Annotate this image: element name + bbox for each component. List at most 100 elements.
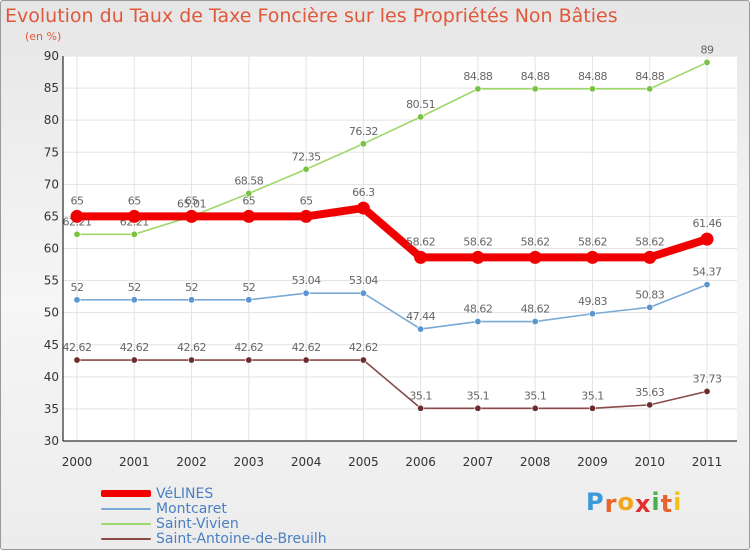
data-label: 35.1 <box>409 389 432 402</box>
data-label: 47.44 <box>406 310 435 323</box>
data-label: 49.83 <box>578 295 607 308</box>
legend-item: Montcaret <box>101 501 361 517</box>
data-point <box>474 404 482 412</box>
series-montcaret: 52 52 52 52 53.04 53.04 47.44 48.62 48.62 49.83 50… <box>71 266 722 333</box>
data-point <box>188 296 196 304</box>
data-label: 65.01 <box>177 197 206 210</box>
x-tick-label: 2006 <box>405 455 436 469</box>
data-point <box>356 201 370 215</box>
data-point <box>474 318 482 326</box>
series-line <box>76 283 708 330</box>
y-tick-label: 75 <box>44 145 59 159</box>
y-tick-label: 55 <box>44 274 59 288</box>
data-point <box>700 232 714 246</box>
series-line <box>76 359 708 410</box>
data-point <box>585 250 599 264</box>
data-point <box>130 296 138 304</box>
data-label: 72.35 <box>292 150 321 163</box>
data-label: 35.1 <box>581 389 604 402</box>
chart-title: Evolution du Taux de Taxe Foncière sur l… <box>5 5 618 27</box>
data-point <box>188 356 196 364</box>
data-label: 42.62 <box>292 341 321 354</box>
data-label: 61.46 <box>693 217 722 230</box>
data-point <box>73 230 81 238</box>
data-label: 42.62 <box>349 341 378 354</box>
data-point <box>359 140 367 148</box>
x-tick-label: 2009 <box>577 455 608 469</box>
data-point <box>302 165 310 173</box>
data-point <box>70 209 84 223</box>
data-point <box>417 404 425 412</box>
data-label: 58.62 <box>521 235 550 248</box>
data-label: 42.62 <box>234 341 263 354</box>
data-point <box>531 85 539 93</box>
data-point <box>242 209 256 223</box>
data-point <box>528 250 542 264</box>
logo-letter: x <box>634 490 652 518</box>
data-label: 52 <box>242 281 255 294</box>
legend-swatch <box>101 523 151 525</box>
data-point <box>588 404 596 412</box>
data-label: 42.62 <box>63 341 92 354</box>
data-point <box>73 356 81 364</box>
data-label: 65 <box>128 194 141 207</box>
x-tick-label: 2011 <box>692 455 723 469</box>
logo-letter: P <box>586 488 605 516</box>
y-unit-label: (en %) <box>25 30 62 43</box>
y-tick-label: 60 <box>44 242 59 256</box>
data-label: 52 <box>185 281 198 294</box>
logo-letter: i <box>651 488 661 516</box>
y-tick-label: 85 <box>44 81 59 95</box>
data-point <box>703 58 711 66</box>
data-point <box>646 303 654 311</box>
series-velines: 65 65 65 65 65 66.3 58.62 58.62 58.62 58.62 58.62 6… <box>70 186 722 264</box>
data-label: 35.1 <box>524 389 547 402</box>
data-label: 66.3 <box>352 186 375 199</box>
x-tick-label: 2010 <box>634 455 665 469</box>
x-tick-label: 2002 <box>176 455 207 469</box>
data-label: 84.88 <box>635 70 664 83</box>
data-label: 58.62 <box>578 235 607 248</box>
data-label: 53.04 <box>349 274 378 287</box>
data-label: 58.62 <box>406 235 435 248</box>
y-tick-label: 30 <box>44 434 59 448</box>
data-label: 42.62 <box>120 341 149 354</box>
data-label: 84.88 <box>463 70 492 83</box>
x-tick-label: 2000 <box>62 455 93 469</box>
x-tick-label: 2008 <box>520 455 551 469</box>
data-label: 42.62 <box>177 341 206 354</box>
x-tick-label: 2001 <box>119 455 150 469</box>
data-point <box>417 113 425 121</box>
legend-label: Saint-Antoine-de-Breuilh <box>156 531 327 547</box>
legend-label: Saint-Vivien <box>156 516 239 532</box>
data-point <box>703 281 711 289</box>
data-point <box>302 356 310 364</box>
logo-letter: t <box>660 490 674 518</box>
data-point <box>245 356 253 364</box>
y-tick-label: 65 <box>44 209 59 223</box>
data-label: 65 <box>71 194 84 207</box>
data-label: 84.88 <box>521 70 550 83</box>
data-label: 53.04 <box>292 274 321 287</box>
data-point <box>703 387 711 395</box>
y-tick-label: 50 <box>44 306 59 320</box>
y-tick-label: 35 <box>44 402 59 416</box>
data-label: 52 <box>71 281 84 294</box>
data-label: 58.62 <box>635 235 664 248</box>
y-tick-label: 90 <box>44 49 59 63</box>
data-label: 84.88 <box>578 70 607 83</box>
data-point <box>643 250 657 264</box>
y-tick-label: 70 <box>44 177 59 191</box>
data-point <box>471 250 485 264</box>
data-point <box>417 325 425 333</box>
data-point <box>359 356 367 364</box>
data-point <box>299 209 313 223</box>
data-label: 48.62 <box>463 303 492 316</box>
data-point <box>245 296 253 304</box>
x-tick-label: 2003 <box>234 455 265 469</box>
data-point <box>646 85 654 93</box>
y-tick-label: 80 <box>44 113 59 127</box>
logo-letter: o <box>617 488 635 516</box>
logo-letter: i <box>673 488 683 516</box>
